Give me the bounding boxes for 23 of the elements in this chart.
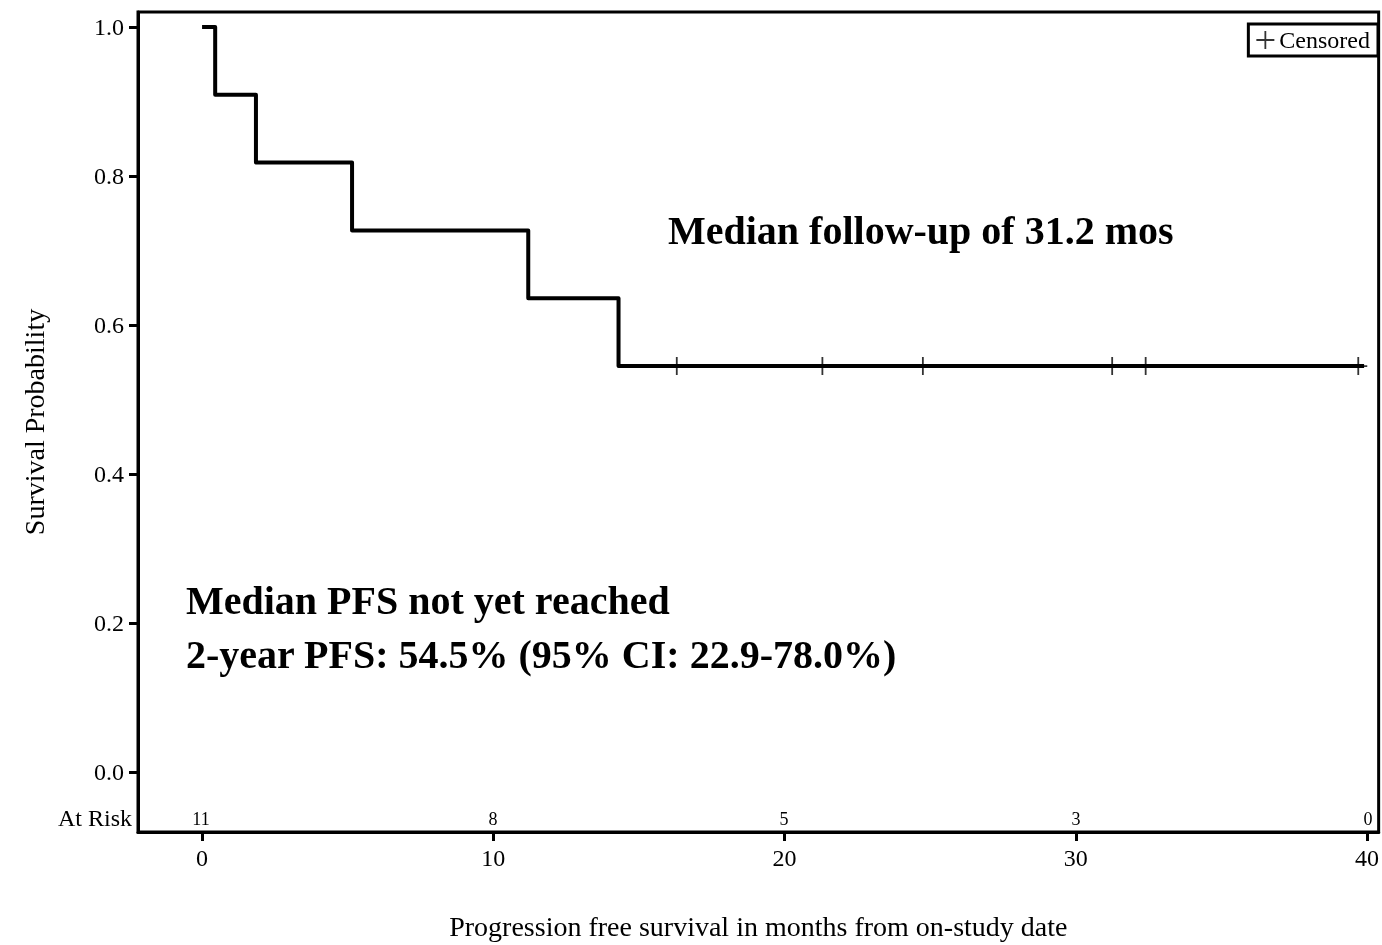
y-tick-label: 0.0 bbox=[94, 759, 124, 786]
annotation: 2-year PFS: 54.5% (95% CI: 22.9-78.0%) bbox=[186, 631, 897, 677]
annotation: 8 bbox=[488, 809, 498, 829]
y-tick-label: 1.0 bbox=[94, 13, 124, 40]
y-tick-label: 0.2 bbox=[94, 610, 124, 637]
text: At Risk bbox=[57, 805, 132, 831]
annotation: Median PFS not yet reached bbox=[186, 577, 670, 623]
annotation: 0 bbox=[1363, 809, 1373, 829]
x-axis-title: Progression free survival in months from on-study date bbox=[449, 910, 1068, 942]
x-tick-label: 30 bbox=[1063, 845, 1088, 871]
legend-label: Censored bbox=[1279, 27, 1371, 53]
x-tick-label: 20 bbox=[772, 845, 797, 871]
annotation: 3 bbox=[1071, 809, 1081, 829]
y-axis-title: Survival Probability bbox=[18, 308, 50, 536]
x-tick-label: 0 bbox=[196, 845, 209, 871]
x-tick-label: 10 bbox=[481, 845, 506, 871]
annotation: 5 bbox=[779, 809, 789, 829]
y-tick-label: 0.6 bbox=[94, 312, 124, 339]
y-tick-label: 0.8 bbox=[94, 163, 124, 189]
annotation: 11 bbox=[192, 809, 210, 829]
annotation: Median follow-up of 31.2 mos bbox=[668, 207, 1174, 253]
y-tick-label: 0.4 bbox=[94, 461, 124, 488]
x-tick-label: 40 bbox=[1355, 845, 1379, 871]
